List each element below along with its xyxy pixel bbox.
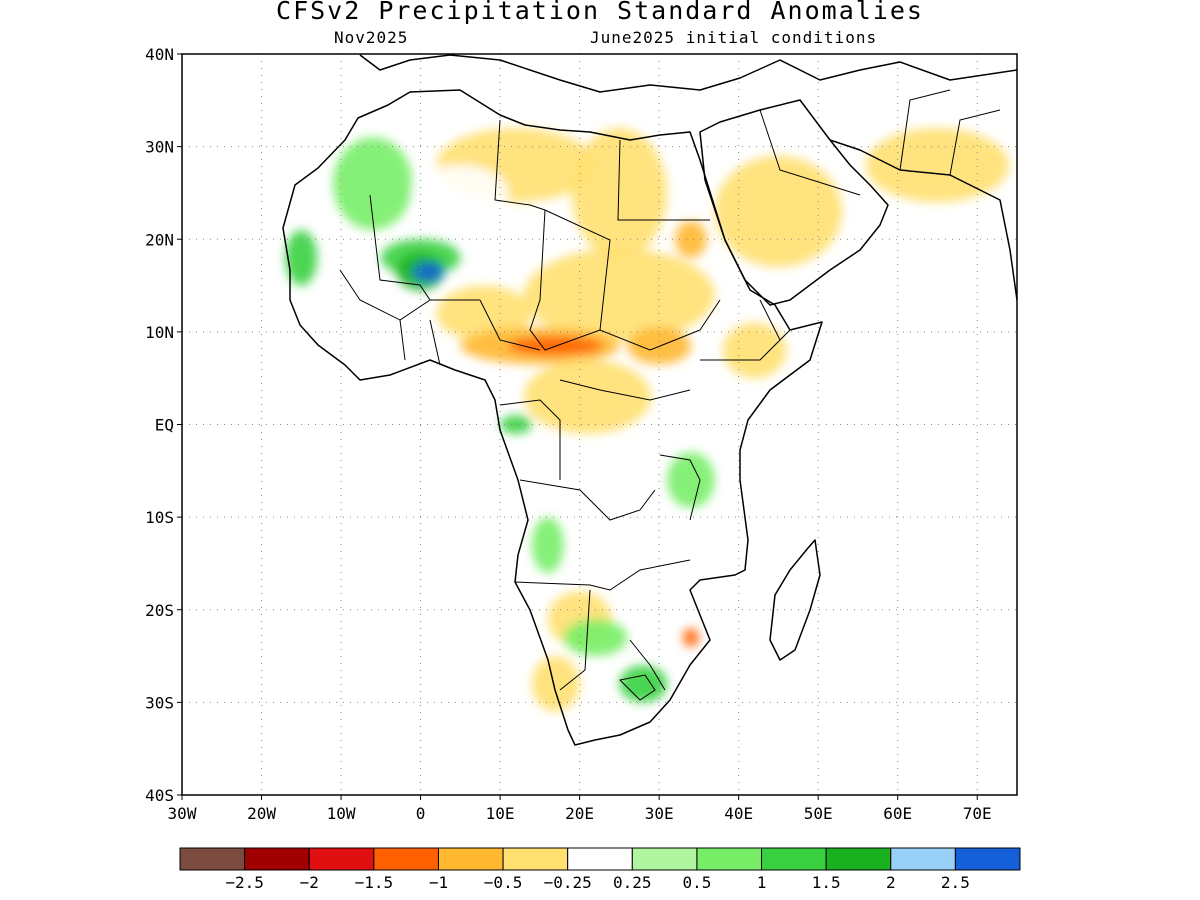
lat-label: 40S [145,786,174,805]
anomaly-region-namibia-dry [531,656,580,712]
lon-label: 20W [247,804,276,823]
anomaly-region-angola-green [531,517,564,573]
country-borders [339,89,1001,701]
anomaly-region-sahel-west [436,285,532,342]
colorbar-label: 2 [886,873,896,892]
lat-label: EQ [155,416,174,435]
anomaly-region-arabia [714,155,843,268]
lon-label: 40E [724,804,753,823]
latitude-labels: 40N 30N 20N 10N EQ 10S 20S 30S 40S [145,45,182,805]
lon-label: 30W [168,804,197,823]
colorbar-label: −0.25 [544,873,592,892]
colorbar-swatch [890,847,956,871]
anomaly-region-sahara-central [412,165,509,221]
lon-label: 30E [645,804,674,823]
anomaly-region-madagascar-dry [770,554,803,647]
colorbar-swatch [502,847,569,871]
lat-label: 30N [145,138,174,157]
colorbar-label: −1 [429,873,448,892]
colorbar-swatch [954,847,1021,871]
anomaly-region-sahara-west-green [333,137,413,230]
anomaly-region-mozambique-dry [683,628,699,647]
colorbar-labels: −2.5 −2 −1.5 −1 −0.5 −0.25 0.25 0.5 1 1.5 2 2.5 [225,873,969,892]
anomaly-region-gabon-green [500,415,532,434]
anomaly-region-senegal-green [285,229,318,286]
colorbar-label: 1 [757,873,767,892]
anomaly-region-tanzania-green [667,452,715,508]
colorbar-label: −1.5 [355,873,394,892]
lat-label: 10S [145,508,174,527]
lon-label: 70E [963,804,992,823]
colorbar [179,847,1021,871]
lon-label: 10E [486,804,515,823]
lat-label: 20S [145,601,174,620]
europe-coastline [359,54,1017,93]
map-plot-area [182,54,1017,795]
colorbar-swatch [761,847,827,871]
africa-coastline [282,89,823,746]
lat-label: 20N [145,230,174,249]
lon-label: 50E [804,804,833,823]
anomaly-region-iran [865,128,1010,203]
colorbar-label: −2.5 [225,873,264,892]
colorbar-swatch [373,847,439,871]
lon-label: 10W [327,804,356,823]
lon-label: 20E [565,804,594,823]
colorbar-label: 1.5 [812,873,841,892]
anomaly-region-horn-dry [722,322,787,379]
colorbar-swatch [825,847,892,871]
anomaly-fills [285,128,1010,712]
anomaly-region-egypt-libya [571,128,668,258]
lat-label: 40N [145,45,174,64]
longitude-labels: 30W 20W 10W 0 10E 20E 30E 40E 50E 60E 70E [168,795,992,823]
anomaly-region-sudan-hotspot [675,220,707,258]
colorbar-swatch [631,847,698,871]
anomaly-region-south-sudan [627,327,691,365]
anomaly-region-sahel-east [523,248,715,342]
colorbar-swatch [244,847,310,871]
colorbar-label: 0.25 [613,873,652,892]
anomaly-region-botswana-green [563,619,628,657]
madagascar-coastline [769,539,821,661]
colorbar-label: 2.5 [941,873,970,892]
lon-label: 60E [883,804,912,823]
colorbar-swatch [179,847,246,871]
arabia-coastline [699,99,889,306]
anomaly-region-south-africa-green [619,665,668,703]
anomaly-region-niger-core [412,262,445,281]
colorbar-swatch [567,847,633,871]
colorbar-swatch [696,847,763,871]
lat-label: 10N [145,323,174,342]
colorbar-label: −2 [300,873,319,892]
lon-label: 0 [416,804,426,823]
lat-label: 30S [145,693,174,712]
colorbar-swatch [437,847,504,871]
valid-month-label: Nov2025 [334,28,409,47]
map-title: CFSv2 Precipitation Standard Anomalies [276,0,924,25]
colorbar-label: 0.5 [682,873,711,892]
init-conditions-label: June2025 initial conditions [590,28,878,47]
colorbar-swatch [308,847,375,871]
colorbar-label: −0.5 [484,873,523,892]
